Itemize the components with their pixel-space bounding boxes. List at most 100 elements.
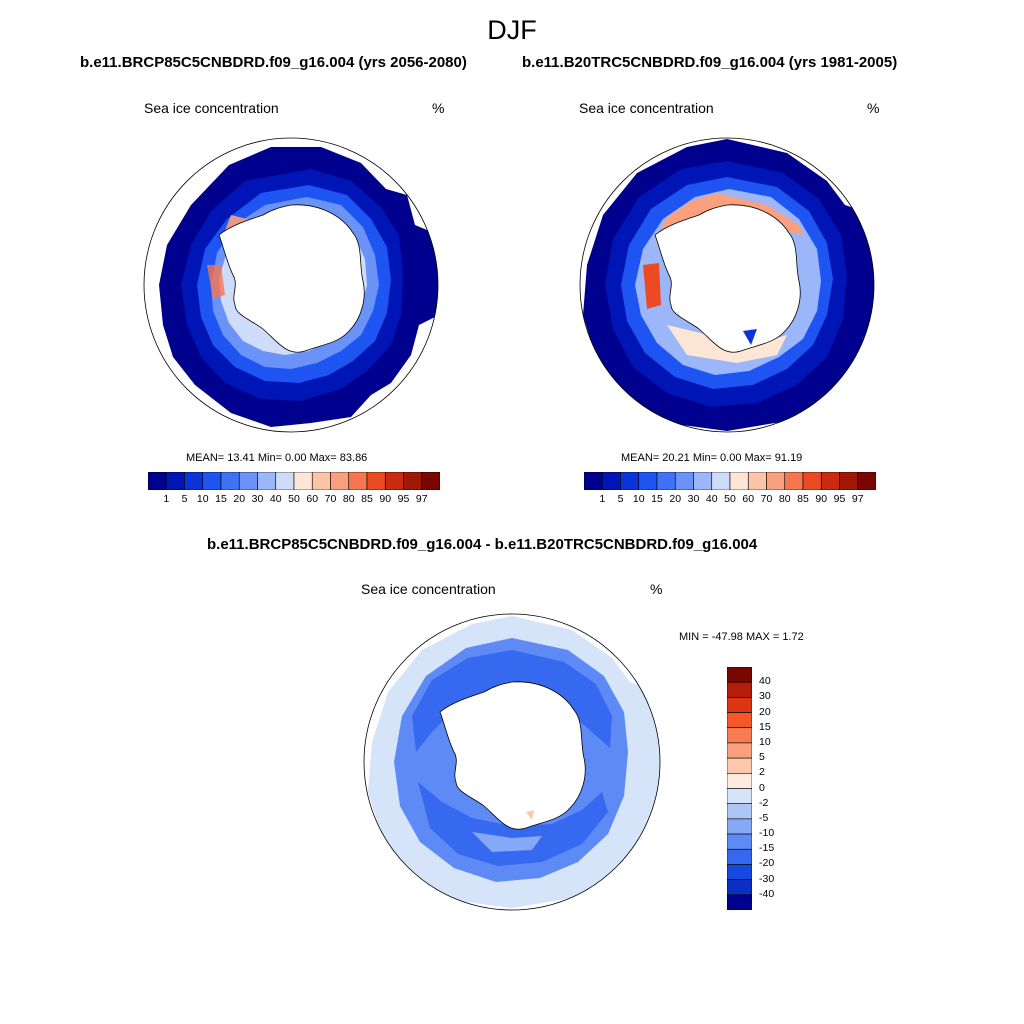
colorbar-tick-label: 40 <box>759 675 771 688</box>
colorbar-swatch <box>601 472 621 490</box>
colorbar-swatch <box>727 818 752 835</box>
colorbar-swatch <box>727 848 752 865</box>
colorbar-swatch <box>148 472 167 490</box>
panel-2-case-title: b.e11.B20TRC5CNBDRD.f09_g16.004 (yrs 198… <box>522 54 898 71</box>
figure-title: DJF <box>487 15 537 45</box>
colorbar-swatch <box>727 879 752 896</box>
colorbar-swatch <box>802 472 822 490</box>
colorbar-swatch <box>403 472 423 490</box>
colorbar-swatch <box>674 472 694 490</box>
colorbar-swatch <box>766 472 786 490</box>
colorbar-tick-label: 1 <box>599 493 606 505</box>
colorbar-tick-label: 10 <box>759 735 771 748</box>
colorbar-swatch <box>839 472 859 490</box>
colorbar-swatch <box>747 472 767 490</box>
colorbar-tick-label: 95 <box>397 493 410 505</box>
colorbar-tick-label: 15 <box>759 720 771 733</box>
colorbar-swatch <box>727 712 752 729</box>
colorbar-tick-label: 60 <box>306 493 319 505</box>
colorbar-swatch <box>184 472 204 490</box>
diff-stats: MIN = -47.98 MAX = 1.72 <box>679 631 804 643</box>
colorbar-swatch <box>857 472 876 490</box>
colorbar-swatch <box>727 773 752 789</box>
panel-2-stats: MEAN= 20.21 Min= 0.00 Max= 91.19 <box>621 452 803 464</box>
colorbar-tick-label: 30 <box>251 493 264 505</box>
colorbar-tick-label: 95 <box>833 493 846 505</box>
colorbar-tick-label: 70 <box>760 493 773 505</box>
colorbar-tick-label: 30 <box>759 690 771 703</box>
panel-1-polar-map <box>143 137 439 433</box>
colorbar-tick-label: 20 <box>233 493 246 505</box>
panel-2-units-label: % <box>867 100 880 116</box>
colorbar-swatch <box>330 472 350 490</box>
colorbar-swatch <box>727 667 752 683</box>
colorbar-swatch <box>366 472 386 490</box>
colorbar-tick-label: 97 <box>851 493 864 505</box>
diff-variable-label: Sea ice concentration <box>361 581 496 597</box>
colorbar-tick-label: -15 <box>759 842 775 855</box>
colorbar-tick-label: 5 <box>617 493 624 505</box>
colorbar-swatch <box>727 788 752 804</box>
colorbar-swatch <box>727 697 752 713</box>
colorbar-tick-label: 80 <box>778 493 791 505</box>
panel-2-colorbar <box>584 472 876 490</box>
colorbar-tick-label: 97 <box>415 493 428 505</box>
colorbar-swatch <box>693 472 713 490</box>
colorbar-swatch <box>638 472 658 490</box>
colorbar-tick-label: 10 <box>632 493 645 505</box>
colorbar-tick-label: -10 <box>759 827 775 840</box>
colorbar-tick-label: 90 <box>379 493 392 505</box>
colorbar-tick-label: 30 <box>687 493 700 505</box>
colorbar-swatch <box>257 472 277 490</box>
panel-1-colorbar <box>148 472 440 490</box>
colorbar-swatch <box>727 803 752 820</box>
colorbar-tick-label: 40 <box>705 493 718 505</box>
colorbar-tick-label: 2 <box>759 766 765 779</box>
colorbar-swatch <box>727 727 752 744</box>
colorbar-swatch <box>656 472 676 490</box>
colorbar-tick-label: 5 <box>181 493 188 505</box>
colorbar-swatch <box>584 472 603 490</box>
colorbar-swatch <box>165 472 185 490</box>
colorbar-swatch <box>727 681 752 698</box>
panel-1-stats: MEAN= 13.41 Min= 0.00 Max= 83.86 <box>186 452 368 464</box>
colorbar-swatch <box>202 472 222 490</box>
colorbar-tick-label: -30 <box>759 872 775 885</box>
colorbar-swatch <box>711 472 731 490</box>
colorbar-swatch <box>238 472 258 490</box>
colorbar-swatch <box>727 742 752 759</box>
colorbar-tick-label: -2 <box>759 796 769 809</box>
colorbar-swatch <box>729 472 749 490</box>
colorbar-tick-label: 90 <box>815 493 828 505</box>
colorbar-tick-label: 20 <box>759 705 771 718</box>
colorbar-tick-label: 10 <box>196 493 209 505</box>
colorbar-swatch <box>384 472 404 490</box>
panel-1-units-label: % <box>432 100 445 116</box>
colorbar-swatch <box>620 472 640 490</box>
colorbar-tick-label: -5 <box>759 811 769 824</box>
colorbar-swatch <box>727 757 752 774</box>
colorbar-tick-label: -40 <box>759 887 775 900</box>
colorbar-swatch <box>293 472 313 490</box>
colorbar-tick-label: 15 <box>651 493 663 505</box>
colorbar-swatch <box>311 472 331 490</box>
panel-2-polar-map <box>579 137 875 433</box>
colorbar-tick-label: 80 <box>342 493 355 505</box>
diff-units-label: % <box>650 581 663 597</box>
colorbar-swatch <box>275 472 295 490</box>
colorbar-tick-label: 0 <box>759 781 765 794</box>
colorbar-tick-label: 15 <box>215 493 227 505</box>
colorbar-tick-label: 5 <box>759 751 765 764</box>
colorbar-swatch <box>727 894 752 910</box>
colorbar-tick-label: 70 <box>324 493 337 505</box>
colorbar-swatch <box>820 472 840 490</box>
colorbar-swatch <box>220 472 240 490</box>
diff-colorbar <box>727 667 752 910</box>
panel-1-variable-label: Sea ice concentration <box>144 100 279 116</box>
colorbar-tick-label: 1 <box>163 493 170 505</box>
colorbar-tick-label: 85 <box>361 493 373 505</box>
colorbar-swatch <box>784 472 804 490</box>
colorbar-tick-label: 50 <box>288 493 300 505</box>
colorbar-tick-label: 20 <box>669 493 682 505</box>
panel-1-case-title: b.e11.BRCP85C5CNBDRD.f09_g16.004 (yrs 20… <box>80 54 467 71</box>
